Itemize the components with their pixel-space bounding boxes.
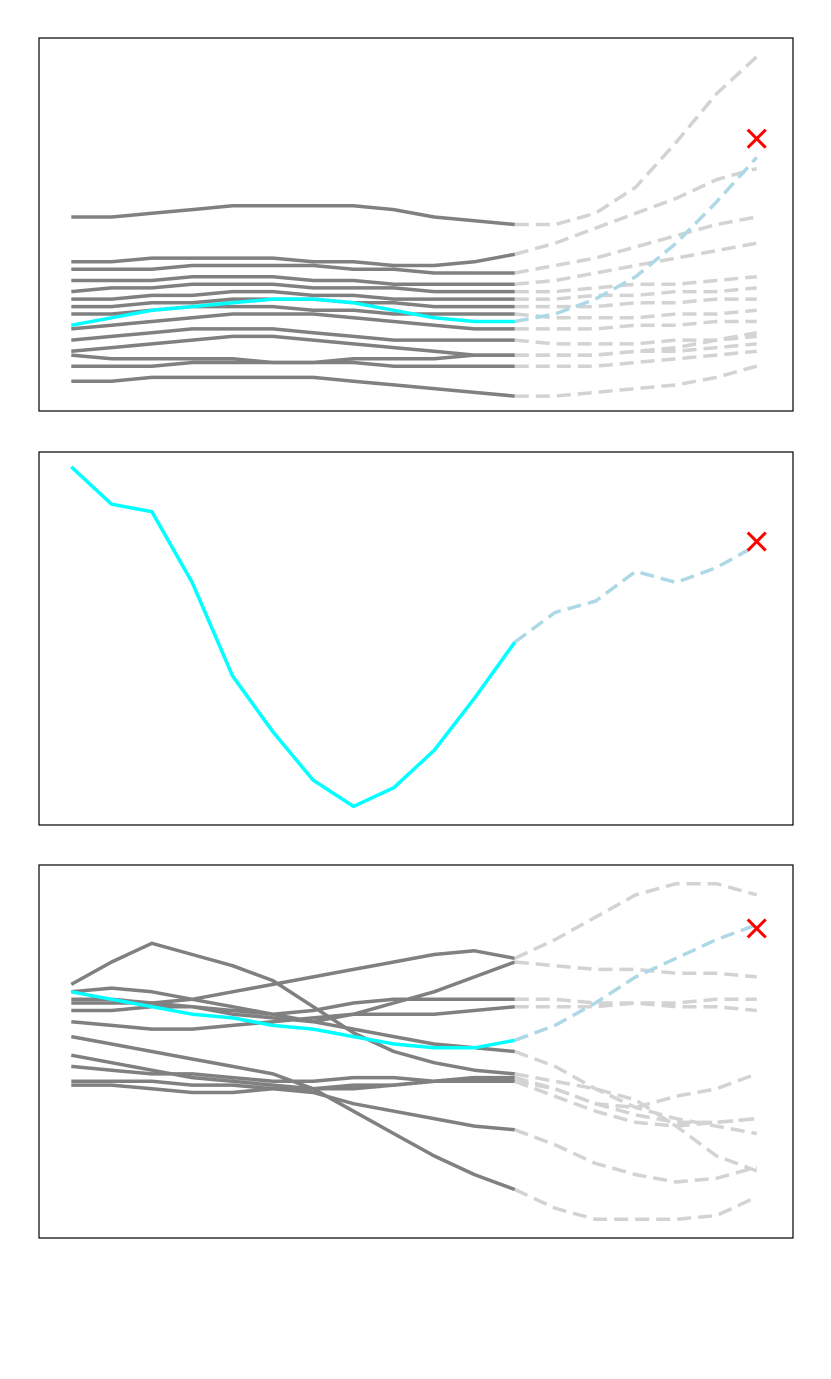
- forecast-line: [513, 543, 758, 644]
- history-line: [71, 986, 515, 1054]
- history-line: [71, 997, 515, 1016]
- history-line: [71, 274, 515, 286]
- forecast-line: [514, 881, 758, 960]
- history-line: [71, 282, 515, 294]
- forecast-line: [514, 330, 758, 357]
- history-line: [71, 312, 515, 331]
- forecast-line: [514, 156, 758, 324]
- history-line: [70, 297, 515, 327]
- panel-frame: [38, 864, 794, 1239]
- forecast-line: [514, 319, 757, 331]
- history-line: [71, 263, 515, 275]
- forecast-line: [514, 364, 758, 398]
- forecast-line: [514, 55, 758, 227]
- history-line: [70, 1034, 516, 1192]
- target-marker: [746, 128, 767, 149]
- forecast-line: [514, 166, 758, 256]
- panel-frame: [38, 451, 794, 826]
- forecast-line: [514, 997, 757, 1013]
- panel-frame: [38, 37, 794, 412]
- forecast-line: [514, 997, 757, 1009]
- history-line: [71, 1004, 515, 1031]
- history-line: [71, 360, 515, 368]
- target-marker: [746, 918, 767, 939]
- forecast-line: [514, 297, 757, 309]
- history-line: [71, 289, 515, 301]
- history-line: [71, 327, 515, 342]
- history-line: [71, 334, 515, 357]
- history-line: [71, 375, 515, 398]
- forecast-line: [514, 308, 757, 320]
- history-line: [71, 1075, 515, 1095]
- forecast-line: [514, 349, 757, 368]
- history-line: [70, 941, 515, 1076]
- history-line: [71, 252, 516, 268]
- forecast-line: [514, 1128, 758, 1184]
- forecast-line: [514, 342, 757, 357]
- history-line: [70, 465, 517, 809]
- forecast-line: [514, 1049, 758, 1136]
- forecast-line: [514, 960, 757, 979]
- forecast-line: [514, 274, 757, 294]
- history-line: [71, 204, 515, 227]
- history-line: [71, 1079, 515, 1132]
- history-line: [70, 990, 516, 1050]
- forecast-line: [514, 1072, 758, 1173]
- forecast-line: [514, 1187, 758, 1222]
- forecast-line: [514, 1079, 757, 1128]
- forecast-line: [514, 923, 758, 1042]
- target-marker: [746, 531, 767, 552]
- forecast-line: [514, 286, 757, 301]
